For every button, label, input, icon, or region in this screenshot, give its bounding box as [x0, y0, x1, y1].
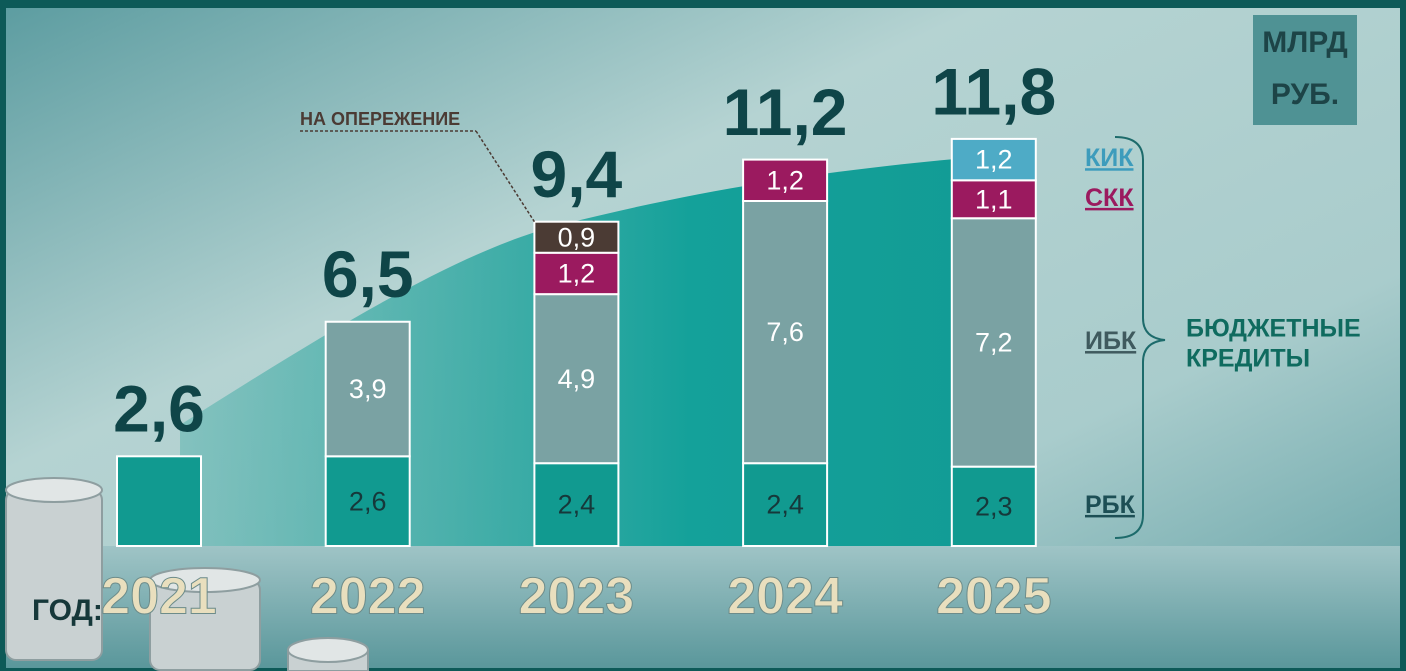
- coins: [5, 477, 369, 671]
- unit-box: [1253, 15, 1357, 125]
- x-tick-label: 2023: [519, 568, 635, 626]
- bar-segment: [533, 220, 620, 254]
- segment-label: 2,6: [349, 486, 387, 516]
- segment-label: 3,9: [349, 374, 387, 404]
- segment-label: 2,3: [975, 491, 1013, 521]
- total-label: 2,6: [113, 372, 205, 446]
- bar-segment: [950, 465, 1037, 547]
- total-label: 6,5: [322, 237, 414, 311]
- bar-segment: [950, 217, 1037, 468]
- legend-label: РБК: [1085, 491, 1136, 519]
- bar-segment: [742, 200, 829, 465]
- total-label: 9,4: [531, 137, 623, 211]
- bar-segment: [742, 158, 829, 203]
- bar-segment: [116, 455, 202, 547]
- segment-label: 1,1: [975, 184, 1013, 214]
- legend-label: КИК: [1085, 144, 1134, 172]
- brace: [1114, 136, 1166, 539]
- unit: РУБ.: [1271, 78, 1339, 111]
- segment-label: 1,2: [975, 145, 1013, 175]
- bar-segment: [950, 137, 1037, 182]
- x-tick-label: 2021: [101, 568, 217, 626]
- segment-label: 4,9: [558, 364, 596, 394]
- segment-label: 0,9: [558, 222, 596, 252]
- legend-label: СКК: [1085, 184, 1134, 212]
- x-axis-label: ГОД:: [32, 594, 103, 627]
- bar-segment: [324, 320, 411, 458]
- segment-label: 2,4: [558, 490, 596, 520]
- legend-label: ИБК: [1085, 327, 1137, 355]
- segment-label: 7,6: [766, 317, 804, 347]
- x-tick-label: 2025: [936, 568, 1052, 626]
- total-label: 11,2: [723, 75, 848, 149]
- bar-segment: [533, 251, 620, 296]
- segment-label: 2,4: [766, 490, 804, 520]
- bar-segment: [742, 462, 829, 548]
- segment-label: 1,2: [558, 259, 596, 289]
- segment-label: 7,2: [975, 328, 1013, 358]
- annotation-leader: [475, 130, 536, 223]
- brace-label: БЮДЖЕТНЫЕ: [1186, 315, 1361, 343]
- total-label: 11,8: [931, 54, 1056, 128]
- segment-label: 1,2: [766, 165, 804, 195]
- x-tick-label: 2022: [310, 568, 426, 626]
- x-tick-label: 2024: [727, 568, 843, 626]
- bar-segment: [533, 293, 620, 465]
- unit: МЛРД: [1262, 26, 1348, 59]
- bar-segment: [324, 455, 411, 547]
- brace-label: КРЕДИТЫ: [1186, 345, 1310, 373]
- annotation: НА ОПЕРЕЖЕНИЕ: [300, 109, 460, 129]
